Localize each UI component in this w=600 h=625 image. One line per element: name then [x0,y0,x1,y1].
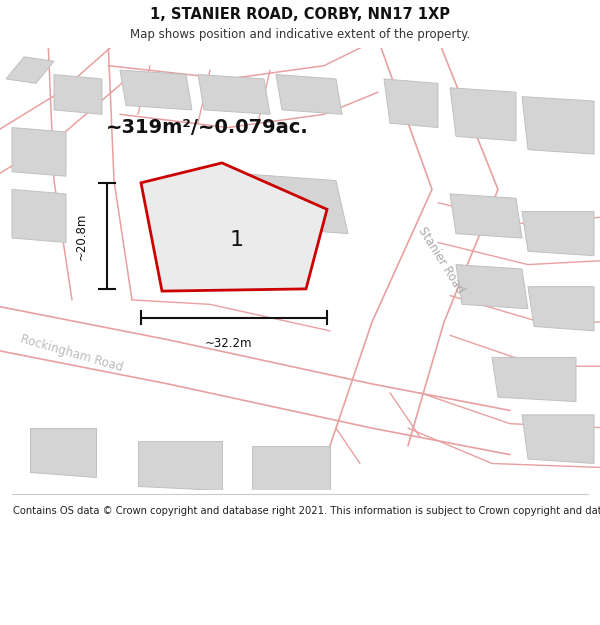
Polygon shape [450,194,522,238]
Polygon shape [120,70,192,110]
Text: ~32.2m: ~32.2m [204,337,252,350]
Polygon shape [30,428,96,477]
Text: Rockingham Road: Rockingham Road [19,332,125,374]
Polygon shape [528,287,594,331]
Polygon shape [12,189,66,242]
Polygon shape [6,57,54,83]
Polygon shape [522,415,594,464]
Text: ~20.8m: ~20.8m [75,212,88,259]
Polygon shape [141,163,327,291]
Polygon shape [198,74,270,114]
Polygon shape [12,127,66,176]
Polygon shape [54,74,102,114]
Polygon shape [522,211,594,256]
Polygon shape [138,441,222,490]
Polygon shape [252,446,330,494]
Polygon shape [492,357,576,402]
Polygon shape [384,79,438,128]
Text: 1, STANIER ROAD, CORBY, NN17 1XP: 1, STANIER ROAD, CORBY, NN17 1XP [150,8,450,22]
Text: 1: 1 [230,230,244,250]
Text: Stanier Road: Stanier Road [415,224,467,296]
Text: Map shows position and indicative extent of the property.: Map shows position and indicative extent… [130,28,470,41]
Polygon shape [276,74,342,114]
Polygon shape [216,172,348,234]
Text: ~319m²/~0.079ac.: ~319m²/~0.079ac. [106,118,308,137]
Polygon shape [456,264,528,309]
Polygon shape [450,88,516,141]
Polygon shape [522,97,594,154]
Text: Contains OS data © Crown copyright and database right 2021. This information is : Contains OS data © Crown copyright and d… [13,506,600,516]
